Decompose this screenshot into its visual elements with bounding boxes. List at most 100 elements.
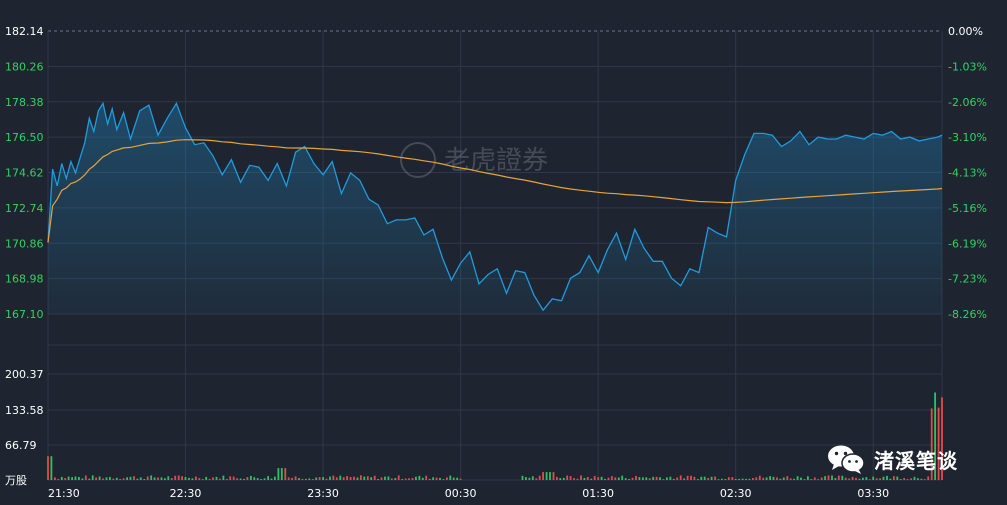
volume-bar <box>301 478 304 480</box>
volume-bar <box>404 478 407 480</box>
volume-bar <box>181 476 183 480</box>
volume-bar <box>91 475 94 480</box>
volume-bar <box>917 478 919 480</box>
volume-bar <box>604 478 606 480</box>
volume-bar <box>274 476 276 480</box>
volume-bar <box>531 476 534 480</box>
volume-bar <box>432 477 434 480</box>
volume-bar <box>659 477 661 480</box>
volume-bar <box>538 475 541 480</box>
time-tick-label: 03:30 <box>857 487 889 500</box>
volume-bar <box>776 477 778 480</box>
volume-bar <box>222 475 225 480</box>
volume-bar <box>796 476 799 480</box>
volume-bar <box>906 479 909 480</box>
volume-bar <box>239 478 242 480</box>
volume-bar <box>611 476 613 480</box>
volume-bar <box>57 478 60 480</box>
volume-bar <box>201 479 204 480</box>
volume-bar <box>734 478 737 480</box>
volume-bar <box>81 478 84 480</box>
percent-tick-label: -6.19% <box>948 237 987 250</box>
price-tick-label: 182.14 <box>5 25 44 38</box>
price-tick-label: 172.74 <box>5 202 44 215</box>
volume-bar <box>456 477 459 480</box>
volume-bar <box>174 475 177 480</box>
percent-tick-label: -2.06% <box>948 96 987 109</box>
average-price-line <box>47 139 943 243</box>
volume-bar <box>270 478 273 480</box>
volume-bar <box>679 475 682 480</box>
volume-bar <box>377 479 379 480</box>
volume-bar <box>139 477 142 480</box>
volume-bar <box>841 475 844 480</box>
volume-bar <box>298 478 300 480</box>
time-tick-label: 23:30 <box>307 487 339 500</box>
volume-bar <box>191 478 194 480</box>
volume-bar <box>831 475 833 480</box>
volume-bar <box>745 478 747 480</box>
volume-bar <box>415 476 417 480</box>
volume-bar <box>686 475 689 480</box>
volume-bar <box>318 477 321 480</box>
volume-bar <box>425 475 428 480</box>
volume-bar <box>714 476 716 480</box>
volume-bar <box>741 478 744 480</box>
volume-bar <box>160 477 163 480</box>
volume-bar <box>803 479 806 480</box>
percent-tick-label: -5.16% <box>948 202 987 215</box>
volume-bar <box>707 478 710 480</box>
price-tick-label: 168.98 <box>5 273 44 286</box>
volume-bar <box>122 478 125 480</box>
volume-bar <box>807 476 809 480</box>
volume-bar <box>727 477 730 480</box>
volume-bar <box>748 478 751 480</box>
volume-bar <box>837 475 840 480</box>
volume-bar <box>95 477 97 480</box>
volume-bar <box>60 476 63 480</box>
volume-bar <box>583 477 586 480</box>
volume-bar <box>167 476 170 480</box>
volume-bar <box>322 477 324 480</box>
volume-bar <box>721 478 723 480</box>
volume-bar <box>212 477 214 480</box>
volume-bar <box>597 477 600 480</box>
volume-bar <box>542 472 544 480</box>
volume-bar <box>250 475 252 480</box>
volume-bar <box>738 478 740 480</box>
volume-bar <box>353 476 355 480</box>
volume-bar <box>260 479 263 480</box>
wechat-account-name: 渚溪笔谈 <box>874 448 958 473</box>
volume-bar <box>752 478 754 480</box>
volume-bar <box>913 476 916 480</box>
volume-bar <box>387 476 390 480</box>
volume-bar <box>600 476 603 480</box>
volume-bar <box>642 477 644 480</box>
volume-bar <box>772 476 775 480</box>
volume-bar <box>820 477 823 480</box>
volume-bar <box>112 478 115 480</box>
volume-bar <box>459 478 462 480</box>
volume-bar <box>184 477 187 480</box>
volume-bar <box>855 477 857 480</box>
volume-bar <box>920 478 923 480</box>
volume-bar <box>277 468 280 480</box>
volume-bar <box>311 479 314 480</box>
volume-bar <box>800 477 802 480</box>
volume-bar <box>105 477 108 480</box>
volume-bar <box>380 477 383 480</box>
volume-bar <box>263 478 266 480</box>
volume-bar <box>566 475 569 480</box>
volume-bar <box>858 478 861 480</box>
volume-bar <box>452 477 455 480</box>
volume-bar <box>280 468 283 480</box>
volume-bar <box>428 478 431 480</box>
volume-bar <box>315 477 318 480</box>
volume-bar <box>762 477 765 480</box>
volume-bar <box>652 476 655 480</box>
volume-bar <box>528 477 531 480</box>
volume-bar <box>576 478 579 480</box>
volume-bar <box>384 476 386 480</box>
wechat-icon <box>828 445 865 474</box>
